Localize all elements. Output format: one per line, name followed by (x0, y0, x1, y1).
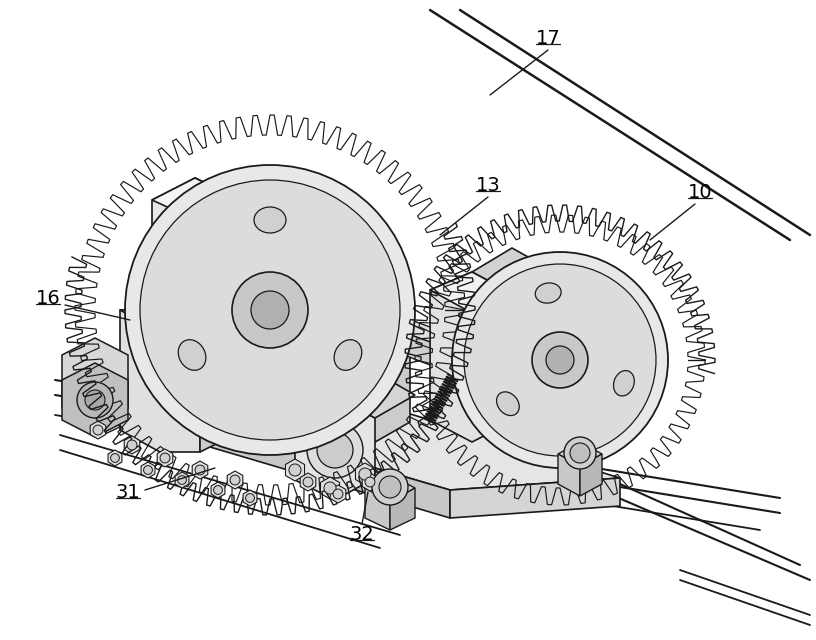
Circle shape (570, 443, 590, 463)
Ellipse shape (334, 340, 361, 371)
Circle shape (324, 482, 336, 494)
Polygon shape (286, 459, 304, 481)
Polygon shape (430, 272, 515, 313)
Circle shape (160, 453, 170, 463)
Circle shape (317, 432, 353, 468)
Ellipse shape (614, 371, 634, 396)
Polygon shape (300, 473, 316, 491)
Polygon shape (243, 490, 257, 506)
Circle shape (140, 180, 400, 440)
Text: 10: 10 (688, 182, 712, 202)
Circle shape (359, 468, 371, 480)
Polygon shape (356, 463, 375, 485)
Circle shape (127, 440, 137, 450)
Circle shape (111, 454, 119, 463)
Circle shape (214, 486, 223, 495)
Ellipse shape (254, 207, 286, 233)
Circle shape (85, 390, 105, 410)
Circle shape (307, 422, 363, 478)
Polygon shape (175, 472, 189, 488)
Text: 17: 17 (535, 29, 561, 47)
Ellipse shape (185, 253, 205, 283)
Polygon shape (370, 295, 410, 445)
Circle shape (564, 437, 596, 469)
Polygon shape (558, 442, 602, 466)
Polygon shape (295, 396, 375, 500)
Polygon shape (120, 308, 200, 452)
Polygon shape (152, 178, 240, 342)
Ellipse shape (463, 376, 481, 400)
Circle shape (232, 272, 308, 348)
Polygon shape (290, 295, 370, 468)
Text: 32: 32 (349, 525, 375, 543)
Circle shape (303, 477, 313, 487)
Ellipse shape (178, 340, 206, 371)
Polygon shape (335, 372, 415, 418)
Ellipse shape (497, 392, 519, 415)
Circle shape (365, 477, 375, 487)
Polygon shape (472, 248, 555, 295)
Polygon shape (68, 362, 620, 490)
Circle shape (452, 252, 668, 468)
Circle shape (178, 476, 186, 484)
Polygon shape (390, 488, 415, 530)
Polygon shape (370, 320, 430, 365)
Ellipse shape (535, 283, 561, 303)
Polygon shape (365, 488, 390, 530)
Circle shape (464, 264, 656, 456)
Polygon shape (152, 178, 240, 222)
Ellipse shape (463, 328, 481, 352)
Polygon shape (450, 478, 620, 518)
Polygon shape (200, 340, 295, 398)
Polygon shape (580, 454, 602, 496)
Polygon shape (68, 378, 450, 518)
Polygon shape (330, 272, 410, 318)
Circle shape (379, 476, 401, 498)
Circle shape (125, 165, 415, 455)
Polygon shape (558, 454, 580, 496)
Polygon shape (120, 308, 200, 332)
Polygon shape (430, 272, 515, 442)
Polygon shape (62, 338, 128, 425)
Polygon shape (124, 436, 140, 454)
Circle shape (532, 332, 588, 388)
Polygon shape (157, 449, 173, 467)
Polygon shape (370, 305, 430, 342)
Text: 16: 16 (36, 289, 60, 307)
Circle shape (246, 493, 255, 502)
Ellipse shape (167, 386, 189, 414)
Polygon shape (108, 450, 122, 466)
Polygon shape (227, 471, 243, 489)
Polygon shape (365, 475, 415, 502)
Polygon shape (290, 295, 370, 332)
Circle shape (77, 382, 113, 418)
Ellipse shape (326, 348, 344, 372)
Circle shape (372, 469, 408, 505)
Polygon shape (200, 325, 295, 375)
Circle shape (546, 346, 574, 374)
Polygon shape (200, 312, 240, 452)
Ellipse shape (167, 356, 189, 384)
Circle shape (195, 465, 205, 475)
Text: 31: 31 (116, 483, 140, 502)
Polygon shape (211, 482, 225, 498)
Circle shape (333, 489, 343, 499)
Polygon shape (195, 178, 240, 330)
Circle shape (251, 291, 289, 329)
Polygon shape (91, 421, 106, 439)
Polygon shape (362, 473, 378, 491)
Polygon shape (321, 477, 339, 499)
Polygon shape (141, 462, 155, 478)
Polygon shape (515, 272, 555, 420)
Circle shape (144, 466, 153, 474)
Circle shape (289, 464, 301, 476)
Circle shape (93, 425, 103, 435)
Ellipse shape (326, 397, 344, 422)
Text: 13: 13 (476, 175, 500, 195)
Circle shape (230, 475, 240, 485)
Polygon shape (330, 485, 346, 503)
Polygon shape (193, 461, 208, 479)
Polygon shape (62, 363, 128, 437)
